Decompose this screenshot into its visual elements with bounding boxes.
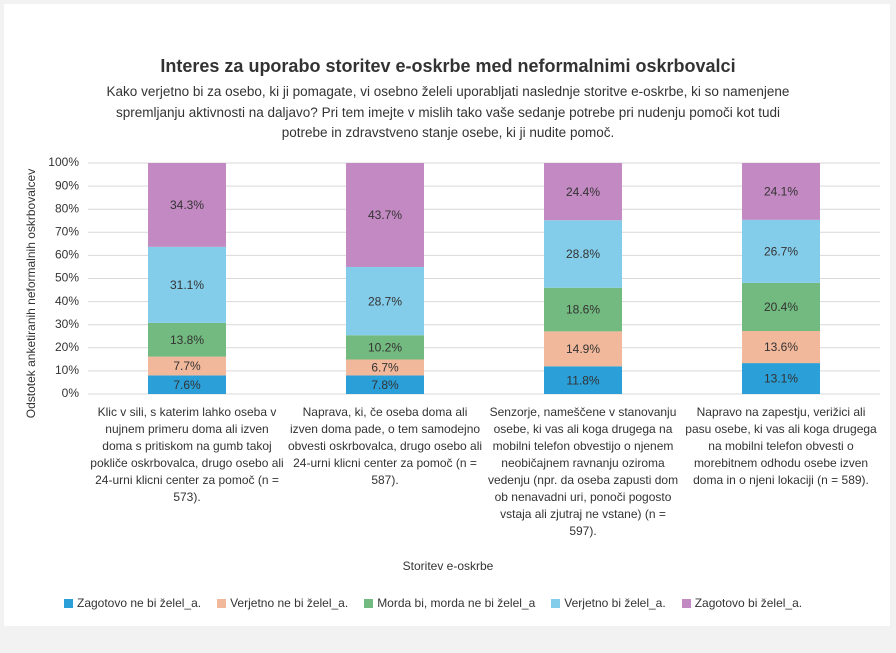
legend-label: Zagotovo bi želel_a.	[694, 596, 803, 610]
data-label: 6.7%	[371, 361, 399, 375]
data-label: 7.6%	[173, 378, 201, 392]
data-label: 14.9%	[566, 342, 600, 356]
y-axis-title: Odstotek anketiranih neformalnih oskrbov…	[24, 169, 38, 418]
bar-segment	[148, 246, 226, 323]
data-label: 20.4%	[764, 300, 798, 314]
legend-label: Verjetno ne bi želel_a.	[230, 596, 349, 610]
data-label: 18.6%	[566, 303, 600, 317]
y-tick-label: 100%	[48, 155, 79, 169]
y-tick-label: 30%	[55, 317, 79, 331]
data-label: 13.1%	[764, 372, 798, 386]
data-label: 31.1%	[170, 278, 204, 292]
y-tick-label: 20%	[55, 340, 79, 354]
chart-title: Interes za uporabo storitev e-oskrbe med…	[160, 56, 736, 76]
y-tick-label: 10%	[55, 363, 79, 377]
y-tick-label: 0%	[62, 386, 80, 400]
bar-segment	[742, 331, 820, 364]
legend-swatch	[217, 598, 227, 608]
bar-segment	[148, 375, 226, 394]
y-tick-label: 60%	[55, 248, 79, 262]
x-tick-label: Senzorje, nameščene v stanovanju osebe, …	[487, 405, 679, 538]
y-tick-label: 90%	[55, 178, 79, 192]
x-axis-title: Storitev e-oskrbe	[402, 559, 494, 573]
data-label: 7.7%	[173, 359, 201, 373]
y-tick-label: 40%	[55, 294, 79, 308]
data-label: 26.7%	[764, 245, 798, 259]
legend: Zagotovo ne bi želel_a. Verjetno ne bi že…	[64, 596, 802, 610]
data-label: 28.8%	[566, 247, 600, 261]
bar-segment	[544, 366, 622, 394]
x-tick-label: Napravo na zapestju, verižici ali pasu o…	[685, 405, 877, 487]
legend-item: Zagotovo ne bi želel_a.	[64, 596, 201, 610]
data-label: 43.7%	[368, 208, 402, 222]
legend-swatch	[64, 598, 73, 608]
y-tick-label: 70%	[55, 224, 79, 238]
bar-segment	[544, 220, 622, 288]
data-label: 10.2%	[368, 341, 402, 355]
data-label: 24.4%	[566, 185, 600, 199]
legend-swatch	[551, 598, 561, 608]
y-tick-label: 50%	[55, 271, 79, 285]
legend-item: Morda bi, morda ne bi želel_a	[364, 596, 535, 610]
legend-swatch	[681, 598, 691, 608]
data-label: 7.8%	[371, 378, 399, 392]
bar-segment	[346, 359, 424, 376]
y-tick-label: 80%	[55, 201, 79, 215]
data-label: 24.1%	[764, 185, 798, 199]
data-label: 13.8%	[170, 333, 204, 347]
data-label: 28.7%	[368, 294, 402, 308]
bar-segment	[346, 335, 424, 360]
legend-label: Zagotovo ne bi želel_a.	[77, 596, 202, 610]
bar-segment	[148, 322, 226, 357]
bar-segment	[346, 375, 424, 394]
legend-item: Verjetno bi želel_a.	[551, 596, 666, 610]
bar-segment	[346, 266, 424, 336]
legend-label: Morda bi, morda ne bi želel_a	[377, 596, 536, 610]
legend-item: Verjetno ne bi želel_a.	[217, 596, 348, 610]
bar-segment	[742, 282, 820, 331]
data-label: 11.8%	[566, 373, 599, 387]
bar-segment	[544, 163, 622, 221]
legend-label: Verjetno bi želel_a.	[564, 596, 666, 610]
legend-swatch	[364, 598, 374, 608]
bar-segment	[544, 287, 622, 332]
legend-item: Zagotovo bi želel_a.	[681, 596, 803, 610]
x-tick-label: Naprava, ki, če oseba doma ali izven dom…	[287, 405, 483, 487]
data-label: 34.3%	[170, 198, 204, 212]
bar-segment	[346, 163, 424, 267]
bar-segment	[544, 331, 622, 367]
data-label: 13.6%	[764, 340, 798, 354]
x-tick-label: Klic v sili, s katerim lahko oseba v nuj…	[90, 405, 284, 504]
bar-segment	[742, 163, 820, 220]
bar-segment	[742, 363, 820, 394]
bar-segment	[742, 219, 820, 283]
chart-subtitle: Kako verjetno bi za osebo, ki ji pomagat…	[106, 84, 790, 140]
bar-segment	[148, 163, 226, 247]
bar-segment	[148, 356, 226, 376]
